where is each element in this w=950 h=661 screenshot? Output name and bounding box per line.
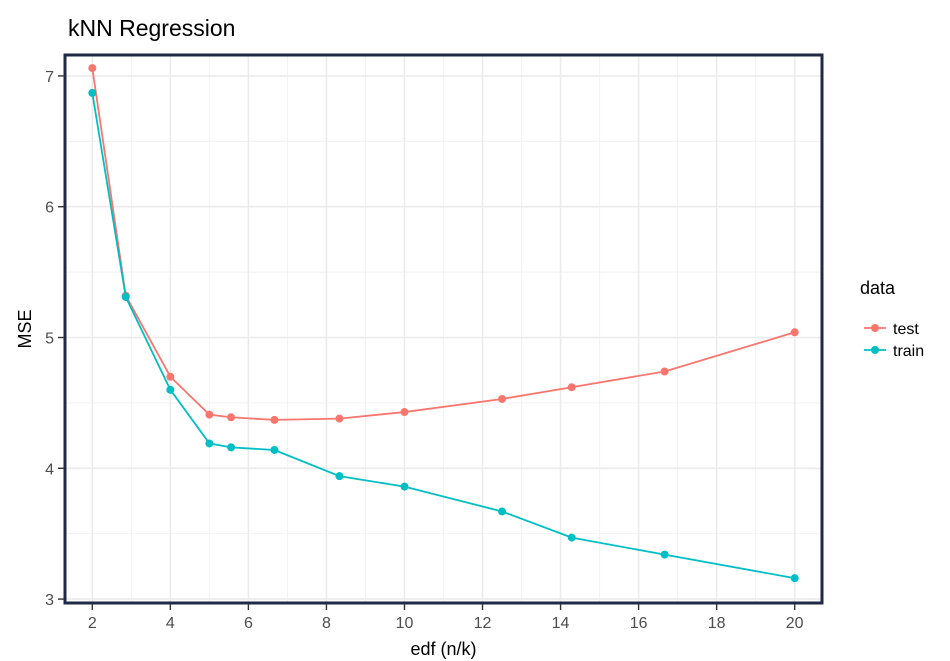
series-layer — [88, 64, 799, 583]
y-tick-label: 6 — [45, 200, 54, 217]
data-point-train — [567, 533, 576, 542]
data-point-train — [498, 507, 507, 516]
legend-label-train: train — [893, 343, 924, 360]
series-line-train — [91, 92, 795, 580]
data-point-train — [121, 292, 130, 301]
panel-border — [63, 53, 824, 605]
x-tick-label: 8 — [322, 615, 331, 632]
legend-label-test: test — [893, 321, 919, 338]
data-point-test — [227, 413, 236, 422]
data-point-test — [88, 64, 97, 73]
data-point-test — [498, 394, 507, 403]
x-tick-label: 20 — [786, 615, 804, 632]
data-point-train — [227, 443, 236, 452]
y-axis: 3 4 5 6 7 — [45, 69, 64, 609]
x-tick-label: 12 — [474, 615, 492, 632]
data-point-test — [166, 372, 175, 381]
data-point-train — [660, 550, 669, 559]
series-line-test — [91, 67, 795, 421]
y-tick-label: 5 — [45, 331, 54, 348]
x-tick-label: 18 — [708, 615, 726, 632]
data-point-test — [790, 328, 799, 337]
data-point-test — [660, 367, 669, 376]
legend: data test train — [860, 278, 924, 360]
data-point-train — [400, 482, 409, 491]
data-point-train — [166, 385, 175, 394]
y-tick-label: 3 — [45, 592, 54, 609]
data-point-train — [88, 88, 97, 97]
legend-key-point-train — [871, 346, 879, 354]
data-point-test — [270, 415, 279, 424]
x-axis-title: edf (n/k) — [410, 639, 476, 659]
x-tick-label: 14 — [552, 615, 570, 632]
legend-title: data — [860, 278, 896, 298]
x-tick-label: 6 — [244, 615, 253, 632]
data-point-train — [270, 445, 279, 454]
grid-major — [65, 55, 822, 603]
x-tick-label: 16 — [630, 615, 648, 632]
data-point-test — [567, 383, 576, 392]
x-axis: 2 4 6 8 10 12 14 16 18 20 — [88, 604, 804, 632]
y-axis-title: MSE — [15, 309, 35, 348]
grid-minor — [65, 55, 822, 603]
y-tick-label: 4 — [45, 461, 54, 478]
data-point-train — [335, 472, 344, 481]
x-tick-label: 10 — [396, 615, 414, 632]
data-point-train — [790, 574, 799, 583]
data-point-train — [205, 439, 214, 448]
data-point-test — [205, 410, 214, 419]
x-tick-label: 4 — [166, 615, 175, 632]
legend-key-point-test — [871, 324, 879, 332]
data-point-test — [335, 414, 344, 423]
data-point-test — [400, 408, 409, 417]
y-tick-label: 7 — [45, 69, 54, 86]
x-tick-label: 2 — [88, 615, 97, 632]
chart-title: kNN Regression — [68, 15, 235, 41]
